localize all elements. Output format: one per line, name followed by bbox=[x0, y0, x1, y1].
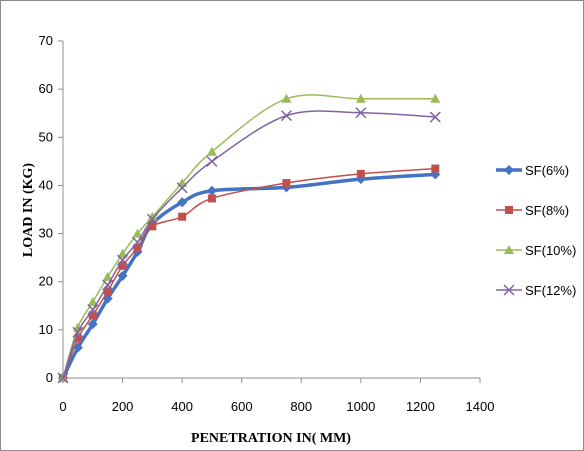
data-point bbox=[206, 155, 218, 167]
series-line bbox=[62, 94, 436, 379]
data-point bbox=[429, 111, 441, 123]
legend-label: SF(6%) bbox=[525, 163, 569, 178]
x-marker-stroke bbox=[131, 236, 143, 248]
data-point bbox=[117, 248, 128, 258]
x-tick-label: 800 bbox=[290, 399, 312, 414]
x-tick-label: 600 bbox=[231, 399, 253, 414]
x-tick-label: 200 bbox=[112, 399, 134, 414]
y-tick-label: 70 bbox=[39, 33, 53, 48]
data-point bbox=[133, 244, 142, 253]
data-point bbox=[177, 197, 188, 208]
y-tick-label: 30 bbox=[39, 226, 53, 241]
y-tick-label: 40 bbox=[39, 177, 53, 192]
data-point bbox=[117, 254, 129, 266]
x-marker-stroke bbox=[117, 254, 129, 266]
x-tick-label: 0 bbox=[59, 399, 66, 414]
data-point bbox=[147, 211, 158, 221]
data-point bbox=[148, 222, 157, 231]
legend-item-sf8: SF(8%) bbox=[496, 203, 569, 218]
data-point bbox=[57, 372, 69, 384]
data-point bbox=[87, 296, 98, 306]
x-marker-stroke bbox=[102, 279, 114, 291]
legend-swatch-marker bbox=[504, 245, 514, 254]
data-point bbox=[355, 107, 367, 119]
data-point bbox=[280, 110, 292, 122]
y-tick-label: 10 bbox=[39, 322, 53, 337]
y-tick-label: 20 bbox=[39, 274, 53, 289]
x-marker-stroke bbox=[280, 110, 292, 122]
x-marker-stroke bbox=[146, 213, 158, 225]
data-point bbox=[87, 304, 99, 316]
axes: 0 10 20 30 40 50 60 70 0 200 400 600 800 1000 1200 1400 bbox=[39, 33, 495, 414]
data-point bbox=[73, 334, 82, 343]
data-point bbox=[146, 213, 158, 225]
data-point bbox=[356, 169, 365, 178]
series-sf12 bbox=[57, 107, 441, 384]
x-marker-stroke bbox=[57, 372, 69, 384]
data-point bbox=[207, 194, 216, 203]
series-sf6 bbox=[58, 169, 441, 383]
data-point bbox=[206, 146, 217, 156]
data-point bbox=[431, 164, 440, 173]
x-tick-label: 1400 bbox=[466, 399, 495, 414]
series-layer bbox=[57, 93, 441, 384]
data-point bbox=[430, 93, 441, 103]
series-sf8 bbox=[59, 164, 440, 382]
legend-swatch-marker bbox=[504, 165, 514, 175]
data-point bbox=[103, 287, 112, 296]
data-point bbox=[118, 261, 127, 270]
data-point bbox=[176, 182, 188, 194]
series-line bbox=[62, 167, 436, 379]
x-tick-label: 1200 bbox=[406, 399, 435, 414]
x-tick-label: 400 bbox=[171, 399, 193, 414]
y-tick-label: 50 bbox=[39, 129, 53, 144]
x-marker-stroke bbox=[206, 155, 218, 167]
series-line bbox=[62, 110, 436, 379]
y-tick-label: 60 bbox=[39, 81, 53, 96]
legend-swatch-marker bbox=[503, 284, 515, 296]
data-point bbox=[88, 311, 97, 320]
x-marker-stroke bbox=[72, 326, 84, 338]
legend: SF(6%) SF(8%) SF(10%) SF(12%) bbox=[496, 163, 576, 298]
data-point bbox=[102, 271, 113, 281]
data-point bbox=[178, 212, 187, 221]
data-point bbox=[131, 236, 143, 248]
x-axis-title: PENETRATION IN( MM) bbox=[191, 431, 351, 446]
data-point bbox=[132, 228, 143, 238]
data-point bbox=[281, 93, 292, 103]
x-tick-label: 1000 bbox=[346, 399, 375, 414]
data-point bbox=[102, 279, 114, 291]
legend-label: SF(10%) bbox=[525, 243, 576, 258]
legend-item-sf6: SF(6%) bbox=[496, 163, 569, 178]
series-sf10 bbox=[58, 93, 441, 382]
data-point bbox=[72, 326, 84, 338]
y-tick-label: 0 bbox=[46, 370, 53, 385]
data-point bbox=[117, 270, 128, 281]
legend-label: SF(8%) bbox=[525, 203, 569, 218]
x-marker-stroke bbox=[355, 107, 367, 119]
x-marker-stroke bbox=[87, 304, 99, 316]
data-point bbox=[355, 93, 366, 103]
x-marker-stroke bbox=[429, 111, 441, 123]
data-point bbox=[87, 319, 98, 330]
legend-item-sf10: SF(10%) bbox=[496, 243, 576, 258]
x-marker-stroke bbox=[503, 284, 515, 296]
data-point bbox=[282, 179, 291, 188]
legend-swatch-marker bbox=[505, 206, 513, 214]
x-marker-stroke bbox=[176, 182, 188, 194]
data-point bbox=[206, 185, 217, 196]
legend-item-sf12: SF(12%) bbox=[496, 283, 576, 298]
legend-label: SF(12%) bbox=[525, 283, 576, 298]
y-axis-title: LOAD IN (KG) bbox=[21, 163, 36, 257]
